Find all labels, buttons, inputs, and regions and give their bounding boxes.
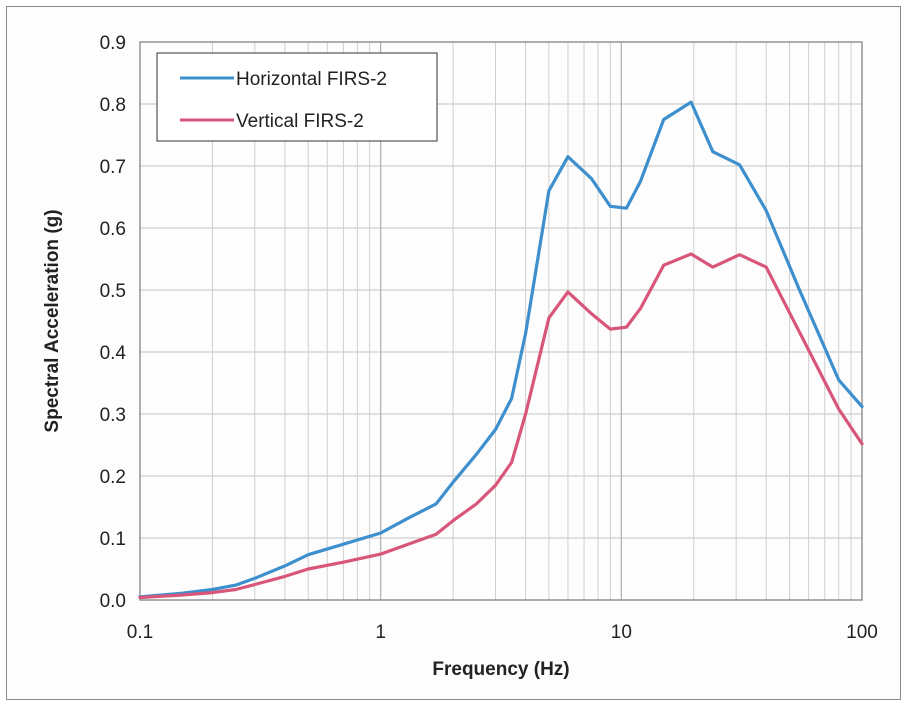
x-tick-label: 0.1	[127, 622, 153, 643]
y-tick-label: 0.2	[100, 467, 126, 488]
y-tick-label: 0.6	[100, 219, 126, 240]
y-tick-label: 0.0	[100, 591, 126, 612]
x-tick-label: 1	[375, 622, 386, 643]
x-tick-label: 100	[846, 622, 878, 643]
y-tick-label: 0.9	[100, 33, 126, 54]
y-axis-ticks: 0.0 0.1 0.2 0.3 0.4 0.5 0.6 0.7 0.8 0.9	[100, 33, 127, 612]
legend: Horizontal FIRS-2 Vertical FIRS-2	[156, 52, 438, 142]
series-group	[138, 100, 864, 600]
legend-box	[156, 52, 438, 142]
y-tick-label: 0.7	[100, 157, 126, 178]
y-axis-label: Spectral Acceleration (g)	[42, 209, 63, 432]
series-line-horizontal	[138, 100, 864, 599]
y-tick-label: 0.5	[100, 281, 126, 302]
y-tick-label: 0.4	[100, 343, 127, 364]
legend-label-horizontal: Horizontal FIRS-2	[236, 69, 387, 90]
plot-area-border	[139, 41, 863, 601]
x-axis-ticks: 0.1 1 10 100	[127, 622, 878, 643]
y-tick-label: 0.8	[100, 95, 126, 116]
x-axis-label: Frequency (Hz)	[432, 659, 569, 680]
x-tick-label: 10	[611, 622, 632, 643]
y-tick-label: 0.1	[100, 529, 126, 550]
series-line-vertical	[138, 252, 864, 600]
legend-label-vertical: Vertical FIRS-2	[236, 111, 364, 132]
y-tick-label: 0.3	[100, 405, 126, 426]
